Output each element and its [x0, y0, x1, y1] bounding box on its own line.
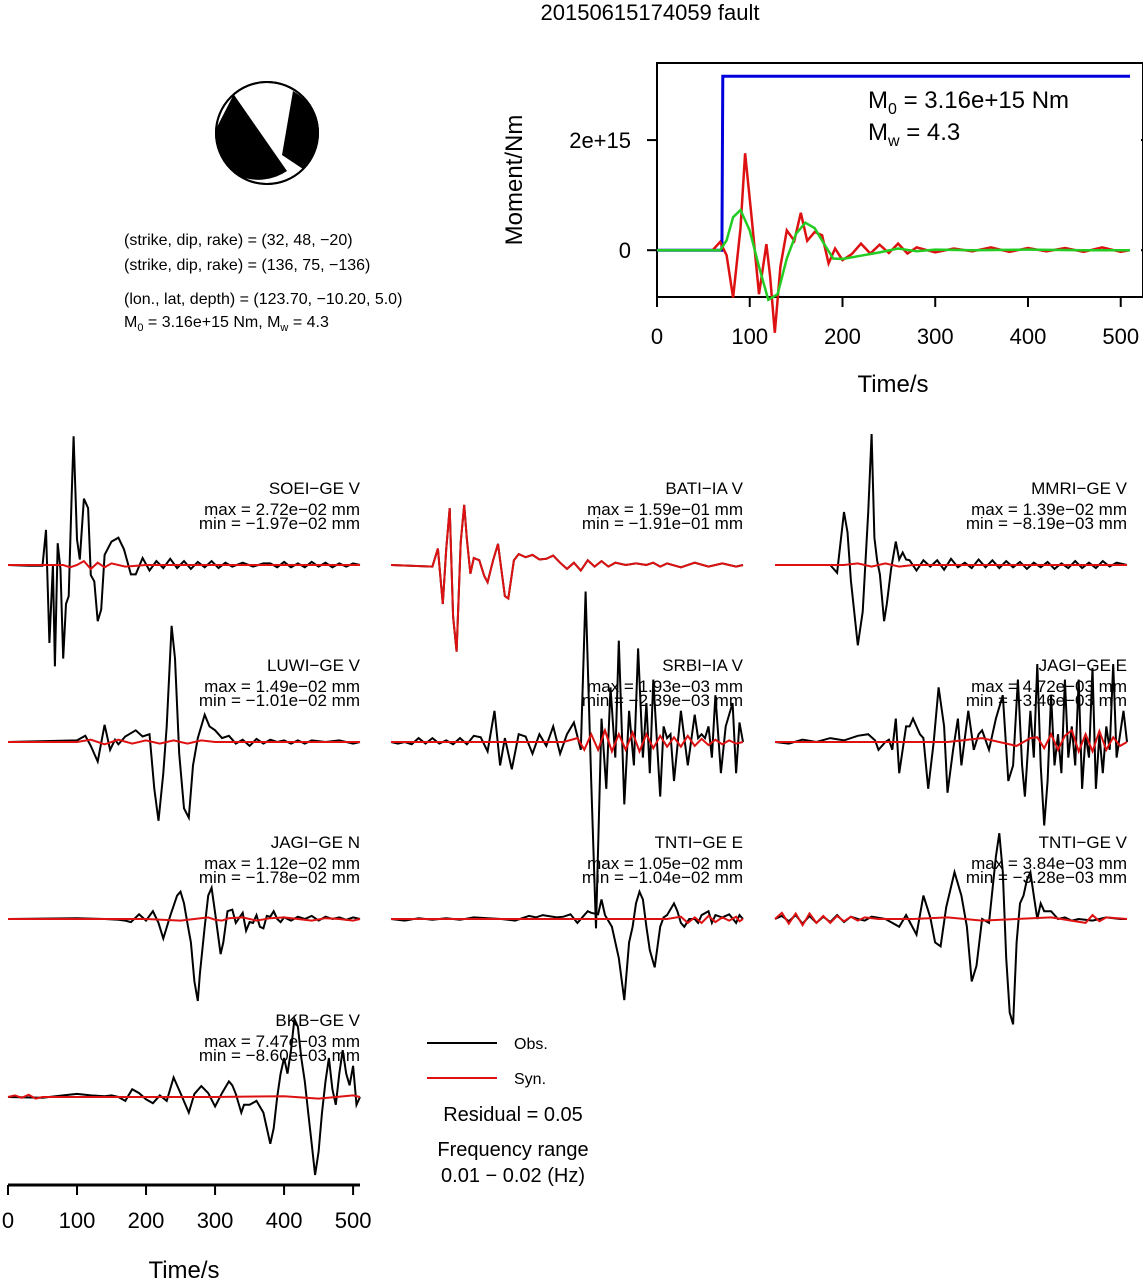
moment-x-tick-label: 400	[1010, 324, 1047, 349]
station-name: JAGI−GE N	[271, 833, 360, 852]
station-name: JAGI−GE E	[1039, 656, 1127, 675]
observed-trace	[7, 884, 361, 1002]
beachball-compressional-quadrant-1	[216, 94, 287, 180]
station-min: min = −3.28e−03 mm	[966, 868, 1127, 887]
moment-x-tick-label: 200	[824, 324, 861, 349]
residual-text: Residual = 0.05	[443, 1104, 583, 1126]
figure-title: 20150615174059 fault	[541, 0, 760, 25]
station-max: max = 1.39e−02 mm	[971, 500, 1127, 519]
synthetic-trace	[7, 1093, 361, 1100]
strike-dip-rake-2: (strike, dip, rake) = (136, 75, −136)	[124, 257, 370, 274]
moment-series-red	[657, 153, 1131, 333]
moment-y-tick-label: 2e+15	[569, 128, 631, 153]
station-name: BKB−GE V	[275, 1011, 360, 1030]
station-name: TNTI−GE E	[655, 833, 743, 852]
synthetic-trace	[390, 504, 744, 652]
station-max: max = 1.12e−02 mm	[204, 854, 360, 873]
time-axis-tick-label: 500	[335, 1208, 372, 1233]
synthetic-trace	[391, 727, 744, 755]
strike-dip-rake-1: (strike, dip, rake) = (32, 48, −20)	[124, 232, 353, 249]
location-depth: (lon., lat, depth) = (123.70, −10.20, 5.…	[124, 291, 402, 308]
moment-m0-annotation: M0 = 3.16e+15 Nm	[868, 87, 1069, 118]
station-min: min = −2.39e−03 mm	[582, 691, 743, 710]
synthetic-trace	[775, 728, 1128, 755]
observed-trace	[775, 433, 1128, 646]
waveform-time-axis: 0 100 200 300 400 500	[2, 1183, 372, 1233]
waveform-x-label: Time/s	[148, 1257, 219, 1281]
frequency-range: 0.01 − 0.02 (Hz)	[441, 1165, 585, 1187]
observed-trace	[7, 1015, 361, 1176]
synthetic-trace	[774, 911, 1128, 928]
observed-trace	[7, 436, 361, 667]
moment-series-green	[657, 207, 1130, 302]
synthetic-trace	[8, 916, 361, 922]
station-name: SOEI−GE V	[269, 479, 361, 498]
station-max: max = 1.93e−03 mm	[587, 677, 743, 696]
station-max: max = 1.59e−01 mm	[587, 500, 743, 519]
time-axis-tick-label: 300	[197, 1208, 234, 1233]
synthetic-trace	[391, 914, 744, 925]
station-min: min = −1.97e−02 mm	[199, 514, 360, 533]
observed-trace	[774, 663, 1128, 826]
station-max: max = 4.72e−03 mm	[971, 677, 1127, 696]
station-max: max = 1.05e−02 mm	[587, 854, 743, 873]
focal-mechanism-beachball	[215, 81, 319, 185]
station-name: BATI−IA V	[665, 479, 743, 498]
moment-x-tick-label: 0	[651, 324, 663, 349]
time-axis-tick-label: 200	[128, 1208, 165, 1233]
moment-y-label: Moment/Nm	[501, 115, 528, 246]
station-max: max = 1.49e−02 mm	[204, 677, 360, 696]
station-name: MMRI−GE V	[1031, 479, 1128, 498]
time-axis-tick-label: 0	[2, 1208, 14, 1233]
station-max: max = 2.72e−02 mm	[204, 500, 360, 519]
synthetic-trace	[8, 738, 360, 746]
legend-syn-label: Syn.	[514, 1071, 546, 1088]
beachball-compressional-quadrant-2	[282, 91, 318, 169]
station-min: min = −1.04e−02 mm	[582, 868, 743, 887]
station-min: min = −1.78e−02 mm	[199, 868, 360, 887]
moment-x-tick-label: 100	[731, 324, 768, 349]
station-min: min = −1.01e−02 mm	[199, 691, 360, 710]
station-name: SRBI−IA V	[662, 656, 743, 675]
station-max: max = 7.47e−03 mm	[204, 1032, 360, 1051]
moment-y-tick-label: 0	[619, 238, 631, 263]
moment-x-tick-label: 500	[1102, 324, 1139, 349]
frequency-title: Frequency range	[437, 1139, 588, 1161]
moment-x-tick-label: 300	[917, 324, 954, 349]
station-max: max = 3.84e−03 mm	[971, 854, 1127, 873]
time-axis-tick-label: 100	[59, 1208, 96, 1233]
synthetic-trace	[8, 559, 360, 571]
observed-trace	[390, 888, 744, 1001]
station-name: TNTI−GE V	[1039, 833, 1128, 852]
station-min: min = −8.60e−03 mm	[199, 1046, 360, 1065]
station-min: min = −1.91e−01 mm	[582, 514, 743, 533]
station-min: min = −8.19e−03 mm	[966, 514, 1127, 533]
legend-obs-label: Obs.	[514, 1036, 548, 1053]
moment-x-label: Time/s	[857, 371, 928, 398]
moment-chart-frame	[656, 62, 1143, 298]
legend: Obs. Syn.	[427, 1036, 548, 1088]
moment-mw-annotation: Mw = 4.3	[868, 119, 960, 150]
time-axis-tick-label: 400	[266, 1208, 303, 1233]
station-min: min = −3.46e−03 mm	[966, 691, 1127, 710]
synthetic-trace	[775, 562, 1127, 568]
moment-magnitude-text: M0 = 3.16e+15 Nm, Mw = 4.3	[124, 314, 329, 334]
station-name: LUWI−GE V	[267, 656, 361, 675]
